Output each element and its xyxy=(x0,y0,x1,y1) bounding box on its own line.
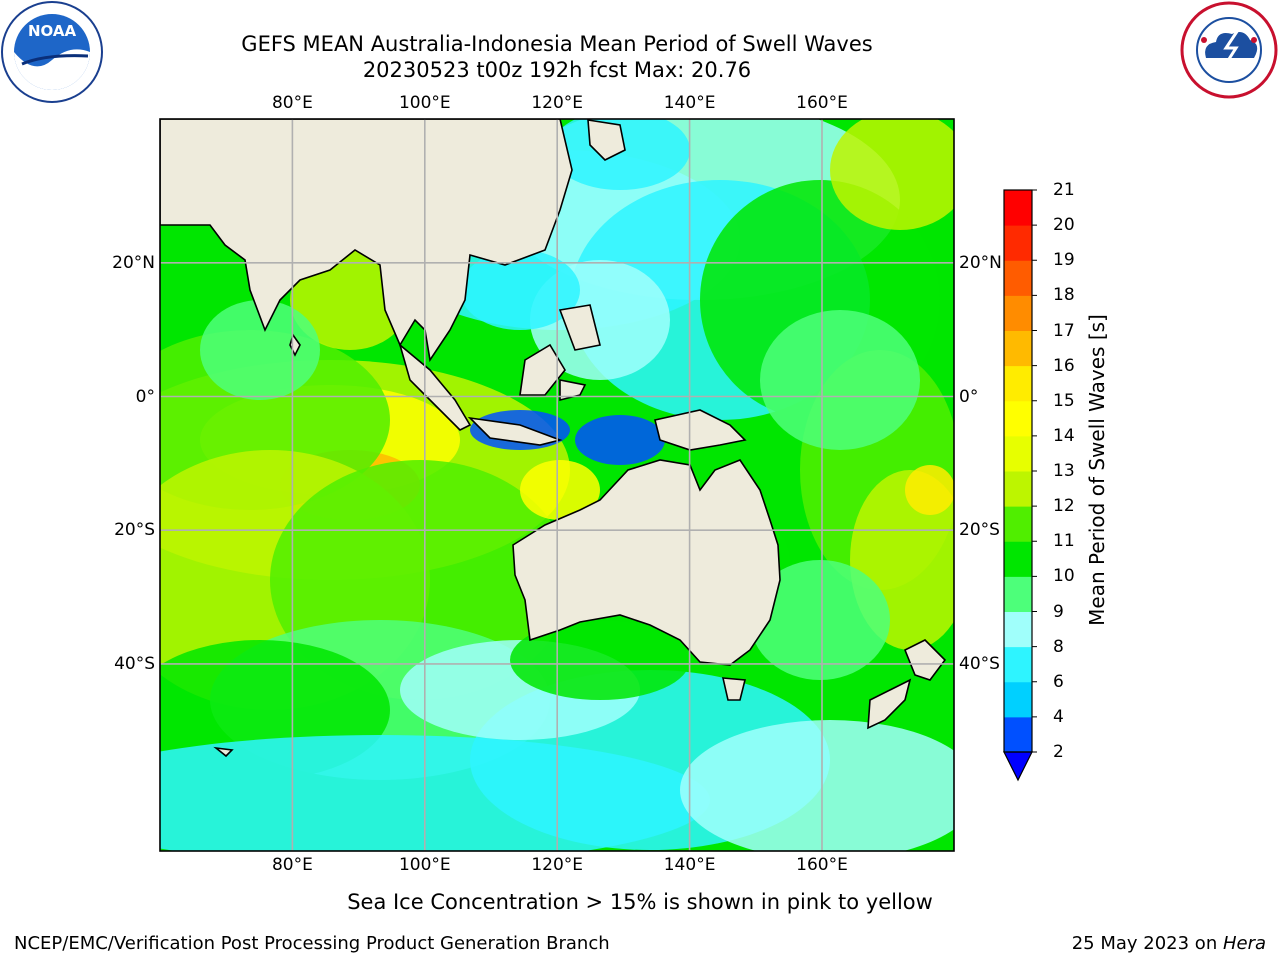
colorbar-segment xyxy=(1004,576,1032,612)
colorbar-title: Mean Period of Swell Waves [s] xyxy=(1085,314,1109,626)
colorbar-tick-label: 20 xyxy=(1053,215,1075,236)
map-area xyxy=(159,118,955,852)
colorbar-tick-label: 8 xyxy=(1053,636,1064,657)
colorbar-segment xyxy=(1004,681,1032,718)
lon-label-bottom: 80°E xyxy=(271,855,313,875)
lat-label-left: 0° xyxy=(135,386,155,407)
colorbar-tick-label: 13 xyxy=(1053,461,1075,481)
colorbar-tick-label: 14 xyxy=(1053,425,1075,446)
lon-label-bottom: 160°E xyxy=(796,855,848,875)
lat-label-left: 20°N xyxy=(112,252,155,273)
colorbar-tick-label: 11 xyxy=(1053,531,1075,552)
lon-label-top: 140°E xyxy=(663,93,716,113)
lon-label-top: 120°E xyxy=(531,93,584,113)
colorbar-segment xyxy=(1004,190,1032,226)
colorbar-segment xyxy=(1004,330,1032,367)
machine-name: Hera xyxy=(1222,933,1266,954)
lat-label-right: 20°S xyxy=(959,520,1000,541)
colorbar xyxy=(1003,189,1037,782)
lat-label-left: 40°S xyxy=(114,653,155,674)
colorbar-tick-label: 21 xyxy=(1053,180,1075,200)
colorbar-tick-label: 6 xyxy=(1053,671,1064,692)
colorbar-segment xyxy=(1004,225,1032,261)
colorbar-segment xyxy=(1004,260,1032,296)
date-prefix: 25 May 2023 on xyxy=(1071,933,1223,954)
sea-ice-note: Sea Ice Concentration > 15% is shown in … xyxy=(347,890,933,914)
colorbar-tick-label: 2 xyxy=(1053,742,1064,762)
lon-label-top: 160°E xyxy=(796,93,848,113)
lat-label-right: 40°S xyxy=(959,653,1000,674)
colorbar-segment xyxy=(1004,716,1032,753)
colorbar-segment xyxy=(1004,435,1032,472)
colorbar-segment xyxy=(1004,541,1032,577)
lat-label-right: 20°N xyxy=(959,252,1002,273)
colorbar-tick-label: 19 xyxy=(1053,250,1075,271)
colorbar-tick-label: 12 xyxy=(1053,496,1075,517)
colorbar-tick-label: 18 xyxy=(1053,285,1075,306)
colorbar-segment xyxy=(1004,471,1032,507)
lon-label-top: 80°E xyxy=(271,93,313,113)
colorbar-segment xyxy=(1004,365,1032,402)
colorbar-tick-label: 9 xyxy=(1053,601,1064,622)
noaa-logo: NOAA xyxy=(1,1,103,103)
swell-period-field xyxy=(160,119,954,851)
lat-label-left: 20°S xyxy=(114,520,155,541)
lon-label-bottom: 140°E xyxy=(663,855,716,875)
colorbar-segment xyxy=(1004,646,1032,683)
title-line-1: GEFS MEAN Australia-Indonesia Mean Perio… xyxy=(241,32,873,56)
colorbar-under-arrow xyxy=(1003,751,1033,782)
colorbar-tick-label: 4 xyxy=(1053,706,1064,727)
date-text: 25 May 2023 on Hera xyxy=(1072,933,1266,954)
lat-label-right: 0° xyxy=(959,386,979,407)
lon-label-top: 100°E xyxy=(398,93,451,113)
colorbar-tick-label: 10 xyxy=(1053,566,1075,587)
colorbar-tick-label: 17 xyxy=(1053,320,1075,341)
nws-logo xyxy=(1180,1,1278,99)
lon-label-bottom: 100°E xyxy=(398,855,451,875)
colorbar-tick-label: 15 xyxy=(1053,390,1075,411)
title-line-2: 20230523 t00z 192h fcst Max: 20.76 xyxy=(362,58,752,82)
colorbar-tick-label: 16 xyxy=(1053,355,1075,376)
colorbar-segment xyxy=(1004,506,1032,542)
credit-text: NCEP/EMC/Verification Post Processing Pr… xyxy=(14,933,610,954)
colorbar-segment xyxy=(1004,295,1032,331)
svg-text:NOAA: NOAA xyxy=(28,22,77,40)
colorbar-segment xyxy=(1004,611,1032,648)
colorbar-segment xyxy=(1004,400,1032,437)
lon-label-bottom: 120°E xyxy=(531,855,584,875)
